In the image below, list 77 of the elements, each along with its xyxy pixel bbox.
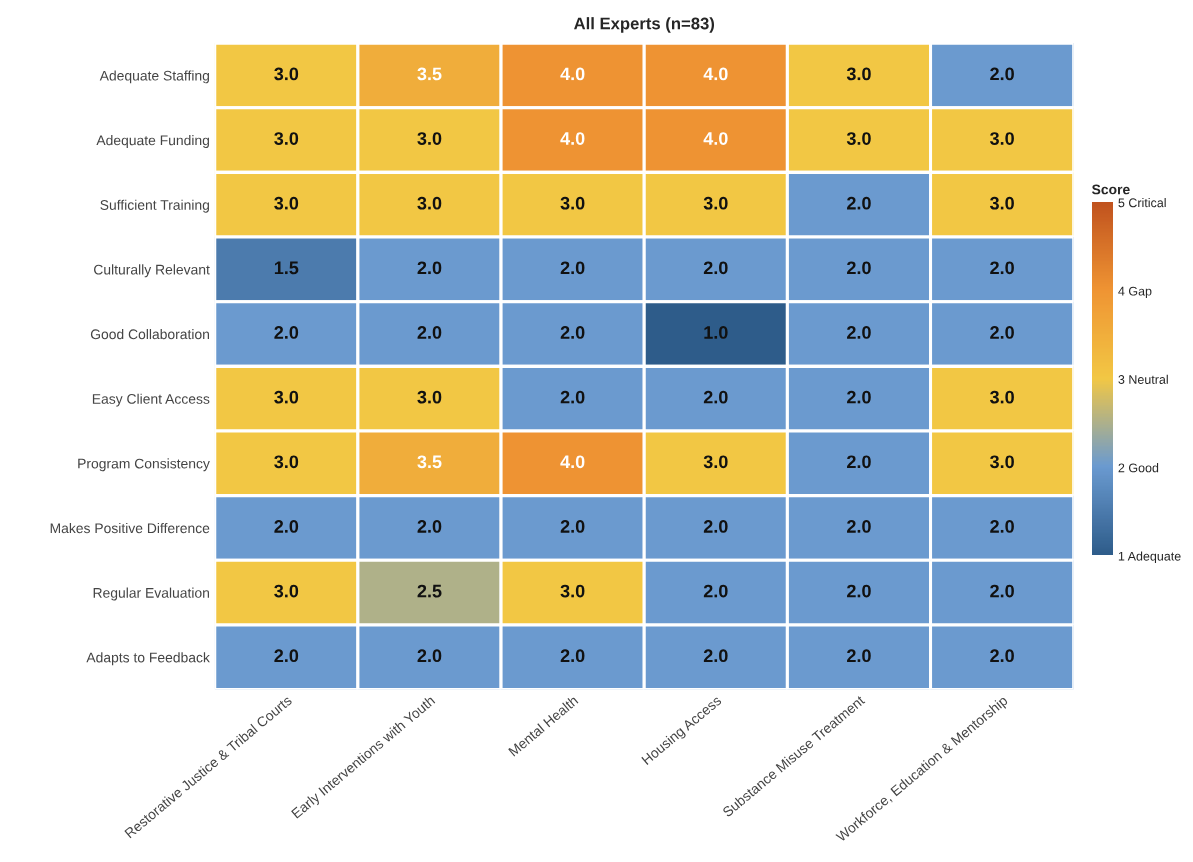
data-label: 3.0 <box>417 196 442 210</box>
data-label: 3.0 <box>989 390 1014 404</box>
data-label: 2.0 <box>847 196 871 210</box>
data-label: 4.0 <box>560 132 585 145</box>
y-tick-label: Adequate Funding <box>96 135 209 148</box>
data-label: 2.0 <box>990 326 1014 339</box>
data-label: 2.0 <box>847 455 871 469</box>
color-bar-label: 1 Adequate <box>1118 551 1181 564</box>
data-label: 3.0 <box>846 67 871 81</box>
data-label: 1.5 <box>274 261 299 275</box>
data-label: 3.5 <box>417 455 442 469</box>
data-label: 2.0 <box>560 261 585 275</box>
data-label: 4.0 <box>703 67 728 81</box>
data-label: 2.0 <box>560 390 585 404</box>
data-label: 3.0 <box>560 196 585 210</box>
data-label: 3.0 <box>989 132 1014 145</box>
y-tick-label: Program Consistency <box>78 458 210 472</box>
data-label: 2.0 <box>560 520 585 533</box>
color-bar-title: Score <box>1091 184 1130 195</box>
data-label: 4.0 <box>703 132 728 145</box>
data-label: 2.0 <box>990 67 1014 81</box>
data-label: 2.0 <box>703 584 728 598</box>
y-tick-label: Makes Positive Difference <box>50 522 210 534</box>
data-label: 3.0 <box>274 455 299 469</box>
data-label: 2.0 <box>417 326 442 339</box>
data-label: 3.0 <box>989 196 1014 210</box>
y-tick-label: Culturally Relevant <box>94 264 210 278</box>
data-label: 3.0 <box>703 455 728 469</box>
data-label: 2.0 <box>847 520 871 533</box>
data-label: 3.0 <box>989 455 1014 469</box>
data-label: 3.0 <box>274 132 299 145</box>
data-label: 3.0 <box>560 584 585 598</box>
data-label: 2.0 <box>703 649 728 663</box>
y-tick-label: Adequate Staffing <box>99 70 209 84</box>
data-label: 3.0 <box>417 132 442 145</box>
data-label: 2.0 <box>274 649 299 663</box>
data-label: 2.0 <box>417 520 442 533</box>
data-label: 3.0 <box>274 584 299 598</box>
data-label: 2.0 <box>417 649 442 663</box>
data-label: 1.0 <box>704 326 728 339</box>
data-label: 2.0 <box>990 520 1014 533</box>
data-label: 2.0 <box>703 520 728 533</box>
data-label: 3.0 <box>274 196 299 210</box>
data-label: 2.5 <box>417 584 442 598</box>
data-label: 3.0 <box>703 196 728 210</box>
data-label: 2.0 <box>703 261 728 275</box>
y-tick-label: Good Collaboration <box>90 328 209 340</box>
color-bar-label: 2 Good <box>1118 463 1159 473</box>
data-label: 2.0 <box>847 584 871 598</box>
data-label: 2.0 <box>274 326 299 339</box>
data-label: 2.0 <box>990 649 1014 663</box>
data-label: 3.0 <box>846 132 871 145</box>
data-label: 2.0 <box>847 261 871 275</box>
data-label: 2.0 <box>560 326 585 339</box>
data-label: 2.0 <box>560 649 585 663</box>
data-label: 2.0 <box>417 261 442 275</box>
y-tick-label: Sufficient Training <box>100 199 209 213</box>
y-tick-label: Adapts to Feedback <box>86 652 210 666</box>
data-label: 2.0 <box>703 390 728 404</box>
color-bar-label: 5 Critical <box>1118 198 1166 208</box>
data-label: 3.0 <box>274 67 299 81</box>
data-label: 3.0 <box>417 390 442 404</box>
color-bar-label: 4 Gap <box>1118 286 1152 299</box>
data-label: 3.5 <box>417 67 442 81</box>
data-label: 2.0 <box>847 326 871 339</box>
y-tick-label: Regular Evaluation <box>93 587 209 601</box>
data-label: 2.0 <box>847 390 871 404</box>
chart-title: All Experts (n=83) <box>574 17 715 33</box>
data-label: 2.0 <box>990 584 1014 598</box>
data-label: 2.0 <box>274 520 299 533</box>
data-label: 2.0 <box>990 261 1014 275</box>
data-label: 4.0 <box>560 455 585 469</box>
color-bar-label: 3 Neutral <box>1118 374 1168 384</box>
data-label: 4.0 <box>560 67 585 81</box>
y-tick-label: Easy Client Access <box>92 393 210 407</box>
data-label: 3.0 <box>274 390 299 404</box>
data-label: 2.0 <box>847 649 871 663</box>
